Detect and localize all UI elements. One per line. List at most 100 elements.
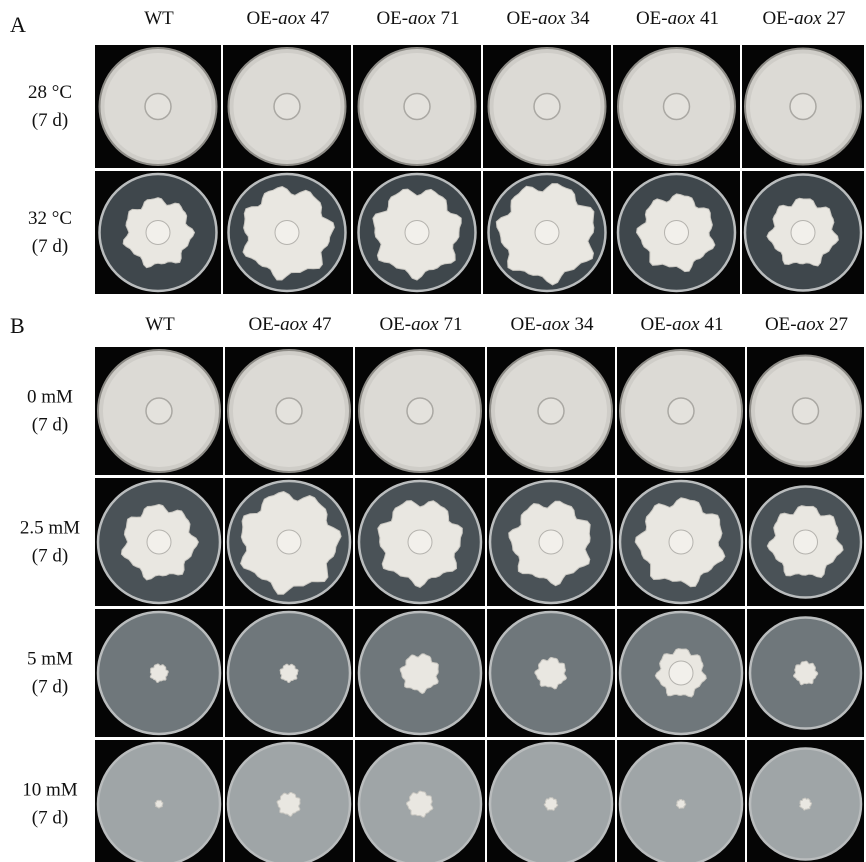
- plate-photo: [617, 478, 745, 606]
- row-duration: (7 d): [32, 546, 68, 567]
- inoculum: [790, 94, 816, 120]
- column-prefix: OE-: [510, 314, 542, 335]
- column-gene: aox: [538, 8, 566, 29]
- plate-photo: [487, 740, 615, 862]
- plate-photo: [95, 478, 223, 606]
- inoculum: [534, 94, 560, 120]
- row-duration: (7 d): [32, 677, 68, 698]
- inoculum: [794, 530, 818, 554]
- column-prefix: OE-: [762, 8, 794, 29]
- column-gene: aox: [668, 8, 696, 29]
- inoculum: [665, 221, 689, 245]
- column-gene: aox: [278, 8, 306, 29]
- colony: [155, 800, 163, 808]
- column-line: 71: [441, 8, 460, 29]
- row-duration: (7 d): [32, 236, 68, 257]
- plate-photo: [483, 45, 611, 168]
- plate-photo: [487, 347, 615, 475]
- inoculum: [404, 94, 430, 120]
- plate-photo: [747, 478, 864, 606]
- row-condition: 28 °C: [28, 82, 72, 103]
- column-line: 34: [571, 8, 591, 29]
- row-condition: 2.5 mM: [20, 518, 80, 539]
- inoculum: [145, 94, 171, 120]
- plate-photo: [95, 171, 221, 294]
- column-line: 47: [311, 8, 330, 29]
- plate-photo: [617, 609, 745, 737]
- plate-photo: [95, 740, 223, 862]
- column-prefix: OE-: [376, 8, 408, 29]
- inoculum: [275, 221, 299, 245]
- column-prefix: OE-: [379, 314, 411, 335]
- plate-photo: [355, 347, 485, 475]
- column-prefix: WT: [145, 314, 175, 335]
- plate-photo: [617, 347, 745, 475]
- inoculum: [407, 398, 433, 424]
- column-prefix: OE-: [248, 314, 280, 335]
- column-gene: aox: [411, 314, 439, 335]
- plate-photo: [742, 45, 864, 168]
- plate-photo: [355, 478, 485, 606]
- plate-photo: [483, 171, 611, 294]
- inoculum: [277, 530, 301, 554]
- column-line: 47: [313, 314, 332, 335]
- column-gene: aox: [280, 314, 308, 335]
- plate-photo: [223, 45, 351, 168]
- column-line: 34: [575, 314, 595, 335]
- row-condition: 5 mM: [27, 649, 73, 670]
- plate-photo: [747, 740, 864, 862]
- plate-photo: [223, 171, 351, 294]
- column-gene: aox: [408, 8, 436, 29]
- inoculum: [668, 398, 694, 424]
- plate-photo: [487, 478, 615, 606]
- inoculum: [405, 221, 429, 245]
- panel-label: B: [10, 313, 25, 338]
- plate-photo: [355, 740, 485, 862]
- inoculum: [276, 398, 302, 424]
- colony: [676, 800, 685, 809]
- column-prefix: OE-: [506, 8, 538, 29]
- column-prefix: OE-: [636, 8, 668, 29]
- column-label: OE-aox27: [765, 314, 848, 335]
- inoculum: [535, 221, 559, 245]
- plate-photo: [225, 478, 353, 606]
- inoculum: [669, 530, 693, 554]
- column-line: 71: [444, 314, 463, 335]
- inoculum: [146, 221, 170, 245]
- inoculum: [147, 530, 171, 554]
- plate-photo: [95, 347, 223, 475]
- inoculum: [274, 94, 300, 120]
- figure: AWTOE-aox47OE-aox71OE-aox34OE-aox41OE-ao…: [0, 0, 866, 862]
- plate-photo: [353, 171, 481, 294]
- inoculum: [538, 398, 564, 424]
- plate-photo: [95, 609, 223, 737]
- column-line: 27: [829, 314, 848, 335]
- row-condition: 0 mM: [27, 387, 73, 408]
- plate-photo: [747, 347, 864, 475]
- plate-photo: [613, 45, 740, 168]
- column-gene: aox: [672, 314, 700, 335]
- inoculum: [669, 661, 693, 685]
- plate-photo: [355, 609, 485, 737]
- column-label: WT: [145, 314, 175, 335]
- panel-label: A: [10, 12, 26, 37]
- plate-photo: [353, 45, 481, 168]
- column-prefix: OE-: [640, 314, 672, 335]
- row-duration: (7 d): [32, 110, 68, 131]
- inoculum: [408, 530, 432, 554]
- row-condition: 10 mM: [22, 780, 78, 801]
- row-duration: (7 d): [32, 415, 68, 436]
- column-gene: aox: [542, 314, 570, 335]
- column-label: WT: [144, 8, 174, 29]
- plate-photo: [747, 609, 864, 737]
- row-duration: (7 d): [32, 808, 68, 829]
- column-prefix: OE-: [765, 314, 797, 335]
- plate-photo: [613, 171, 740, 294]
